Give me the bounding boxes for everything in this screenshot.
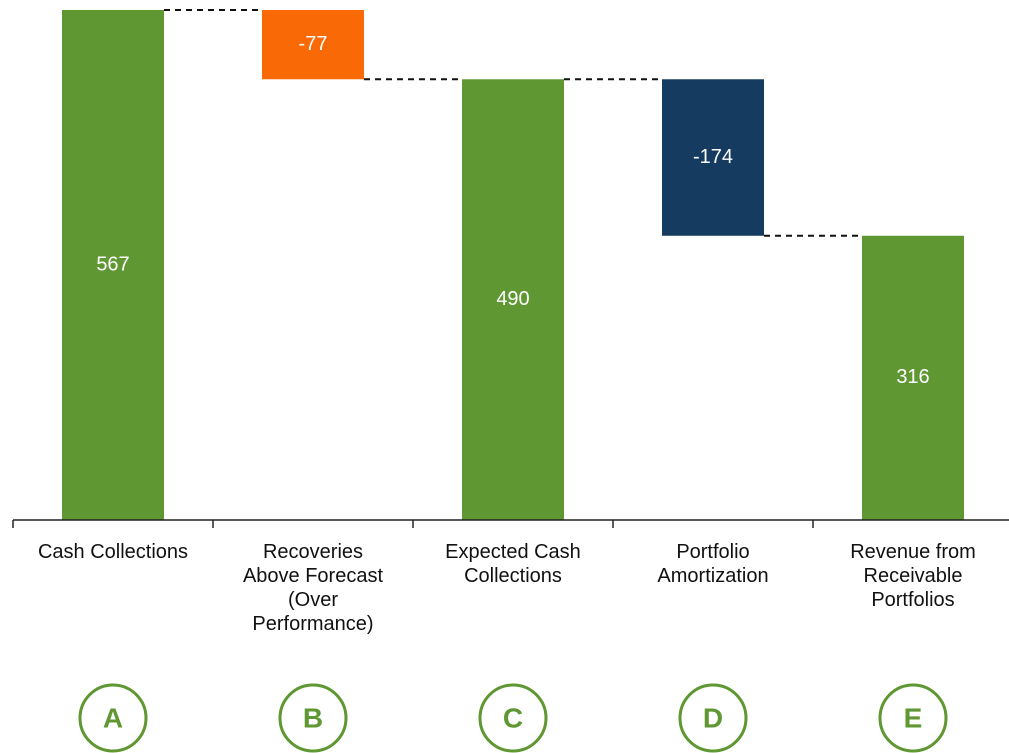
value-label: 490 bbox=[496, 288, 529, 310]
value-label: -174 bbox=[693, 146, 733, 168]
x-tick-label: Revenue from Receivable Portfolios bbox=[850, 541, 976, 611]
x-tick-label: Cash Collections bbox=[37, 541, 189, 563]
marker-letter: B bbox=[303, 702, 323, 733]
marker-circle bbox=[78, 683, 148, 753]
bar bbox=[62, 10, 164, 520]
x-tick-label: Expected Cash Collections bbox=[445, 541, 581, 587]
x-tick-label: Recoveries Above Forecast (Over Performa… bbox=[242, 541, 384, 635]
bar bbox=[862, 235, 964, 520]
marker-circle bbox=[278, 683, 348, 753]
value-label: 567 bbox=[96, 253, 129, 275]
marker-letter: D bbox=[703, 702, 723, 733]
x-tick-label: Portfolio Amortization bbox=[657, 541, 769, 587]
value-label: 316 bbox=[896, 366, 929, 388]
bar bbox=[662, 79, 764, 236]
marker-letter: A bbox=[103, 702, 123, 733]
bar bbox=[462, 79, 564, 520]
marker-circle bbox=[878, 683, 948, 753]
value-label: -77 bbox=[299, 33, 328, 55]
marker-circle bbox=[678, 683, 748, 753]
marker-letter: C bbox=[503, 702, 523, 733]
marker-letter: E bbox=[904, 702, 923, 733]
marker-circle bbox=[478, 683, 548, 753]
bar bbox=[262, 10, 364, 80]
